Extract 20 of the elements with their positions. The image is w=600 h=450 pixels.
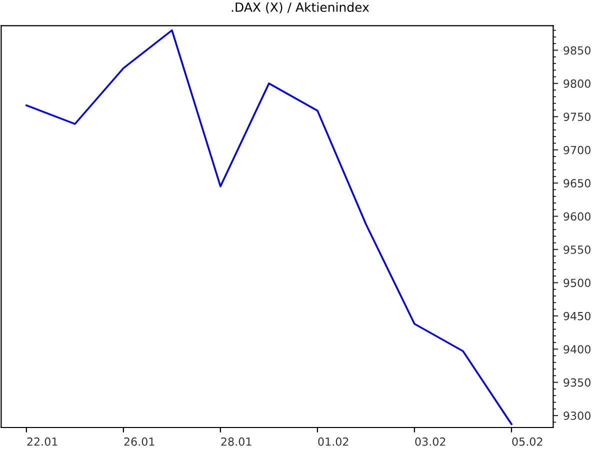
y-tick-label: 9650 [564,179,590,188]
y-tick-label: 9550 [564,245,590,254]
y-tick-label: 9800 [564,79,590,88]
x-tick-label: 22.01 [27,437,58,446]
y-tick-label: 9500 [564,278,590,288]
line-series [26,29,512,426]
y-tick-label: 9300 [564,412,590,420]
y-tick-label: 9850 [564,46,590,55]
x-tick-label: 28.01 [221,437,252,446]
x-tick-label: 05.02 [512,437,542,446]
y-tick-label: 9400 [564,345,590,354]
chart-title: .DAX (X) / Aktienindex [232,2,370,14]
y-tick-label: 9350 [564,378,590,387]
y-tick-label: 9450 [564,312,590,320]
x-tick-label: 26.01 [124,437,154,446]
y-tick-label: 9600 [564,212,590,221]
y-tick-label: 9750 [564,112,590,122]
y-tick-label: 9700 [564,146,590,154]
x-tick-label: 01.02 [318,437,348,446]
x-tick-label: 03.02 [415,437,446,446]
